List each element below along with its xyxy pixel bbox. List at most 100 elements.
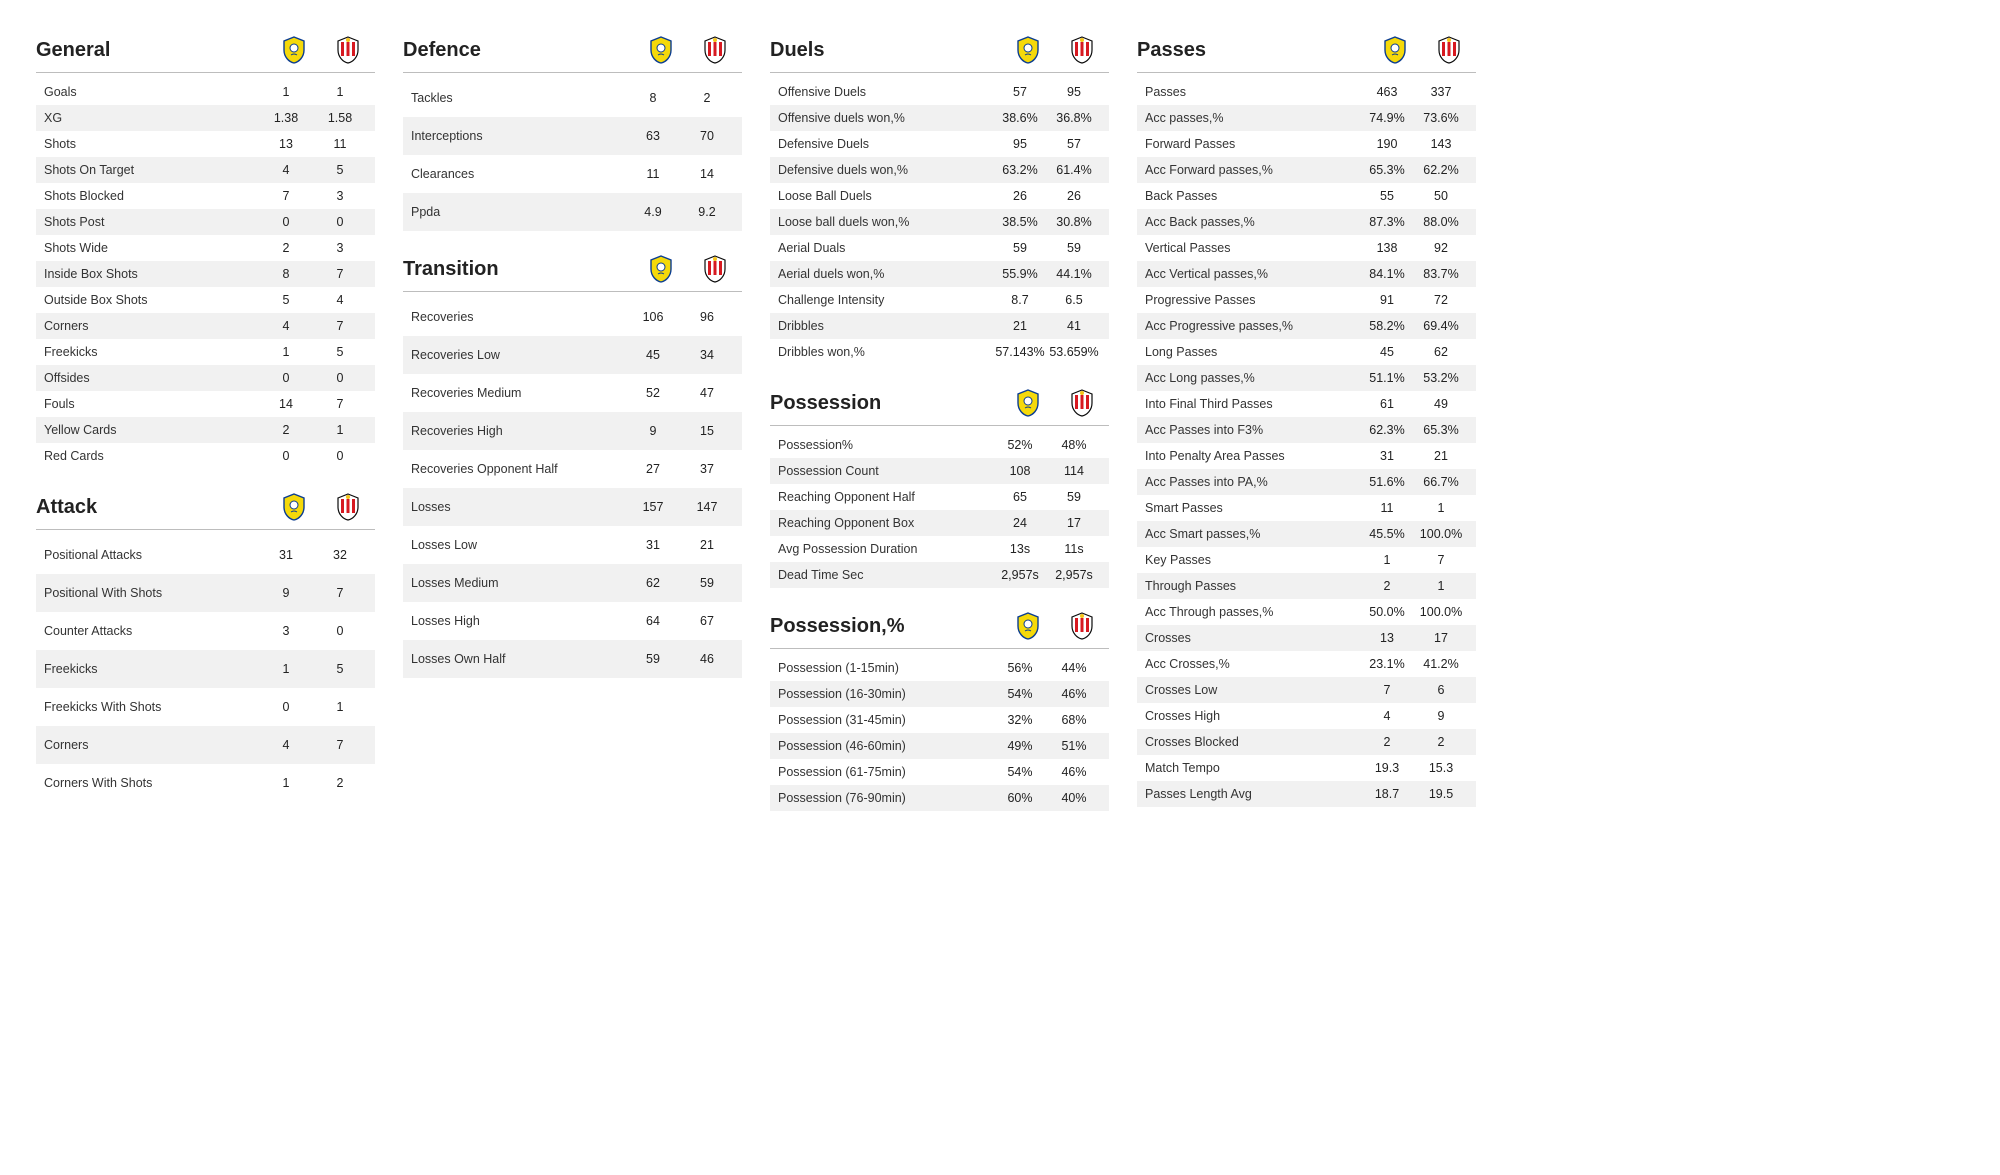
stat-label: Loose ball duels won,% — [778, 215, 993, 229]
stat-home-value: 190 — [1360, 137, 1414, 151]
stat-home-value: 138 — [1360, 241, 1414, 255]
stat-row: Crosses High 4 9 — [1137, 703, 1476, 729]
stat-away-value: 21 — [1414, 449, 1468, 463]
stat-label: Key Passes — [1145, 553, 1360, 567]
stat-label: Possession (1-15min) — [778, 661, 993, 675]
stat-away-value: 46% — [1047, 765, 1101, 779]
stat-home-value: 38.6% — [993, 111, 1047, 125]
away-crest-icon — [336, 493, 360, 521]
stat-home-value: 0 — [259, 700, 313, 714]
stat-home-value: 59 — [626, 652, 680, 666]
section-header: Possession — [770, 389, 1109, 426]
section-header: Possession,% — [770, 612, 1109, 649]
stat-label: Dribbles won,% — [778, 345, 993, 359]
section-title: Possession — [770, 392, 1001, 415]
stat-row: Dribbles 21 41 — [770, 313, 1109, 339]
stat-home-value: 4 — [259, 738, 313, 752]
stat-away-value: 6 — [1414, 683, 1468, 697]
away-crest-icon-wrap — [1422, 36, 1476, 64]
stat-away-value: 11s — [1047, 542, 1101, 556]
stat-row: Smart Passes 11 1 — [1137, 495, 1476, 521]
stat-home-value: 1.38 — [259, 111, 313, 125]
stat-away-value: 2 — [313, 776, 367, 790]
home-crest-icon-wrap — [267, 493, 321, 521]
stat-away-value: 17 — [1047, 516, 1101, 530]
stat-away-value: 73.6% — [1414, 111, 1468, 125]
stat-row: Dribbles won,% 57.143% 53.659% — [770, 339, 1109, 365]
stat-label: Yellow Cards — [44, 423, 259, 437]
stat-label: Shots — [44, 137, 259, 151]
stat-label: Vertical Passes — [1145, 241, 1360, 255]
stat-away-value: 1 — [313, 85, 367, 99]
stat-away-value: 57 — [1047, 137, 1101, 151]
stat-away-value: 32 — [313, 548, 367, 562]
stat-label: Inside Box Shots — [44, 267, 259, 281]
stat-label: Crosses Low — [1145, 683, 1360, 697]
stat-label: Recoveries Low — [411, 348, 626, 362]
stat-away-value: 83.7% — [1414, 267, 1468, 281]
stat-label: Recoveries — [411, 310, 626, 324]
home-crest-icon-wrap — [634, 36, 688, 64]
stat-home-value: 52 — [626, 386, 680, 400]
stat-home-value: 4 — [259, 319, 313, 333]
stat-home-value: 63 — [626, 129, 680, 143]
away-crest-icon — [1437, 36, 1461, 64]
stat-label: Possession (76-90min) — [778, 791, 993, 805]
stat-away-value: 2 — [1414, 735, 1468, 749]
stat-label: Freekicks With Shots — [44, 700, 259, 714]
stat-away-value: 2 — [680, 91, 734, 105]
stat-label: Progressive Passes — [1145, 293, 1360, 307]
stat-label: Losses — [411, 500, 626, 514]
stat-home-value: 4 — [259, 163, 313, 177]
home-crest-icon — [1016, 36, 1040, 64]
stat-row: Key Passes 1 7 — [1137, 547, 1476, 573]
stat-label: Possession Count — [778, 464, 993, 478]
stat-label: Back Passes — [1145, 189, 1360, 203]
stat-away-value: 19.5 — [1414, 787, 1468, 801]
section-transition: Transition Recoveries 106 96 Recoveries … — [403, 255, 742, 678]
stat-home-value: 9 — [259, 586, 313, 600]
stat-away-value: 34 — [680, 348, 734, 362]
home-crest-icon — [1016, 612, 1040, 640]
stat-away-value: 7 — [313, 586, 367, 600]
stat-away-value: 1 — [1414, 579, 1468, 593]
stat-label: Possession (16-30min) — [778, 687, 993, 701]
stat-row: Fouls 14 7 — [36, 391, 375, 417]
stat-row: Acc Passes into F3% 62.3% 65.3% — [1137, 417, 1476, 443]
stat-away-value: 100.0% — [1414, 527, 1468, 541]
stat-home-value: 3 — [259, 624, 313, 638]
stat-label: Acc Forward passes,% — [1145, 163, 1360, 177]
stat-label: Avg Possession Duration — [778, 542, 993, 556]
stat-away-value: 72 — [1414, 293, 1468, 307]
stat-home-value: 31 — [626, 538, 680, 552]
stat-away-value: 0 — [313, 449, 367, 463]
stat-away-value: 21 — [680, 538, 734, 552]
stat-away-value: 0 — [313, 624, 367, 638]
stat-away-value: 49 — [1414, 397, 1468, 411]
stat-home-value: 50.0% — [1360, 605, 1414, 619]
stat-home-value: 2 — [259, 423, 313, 437]
stat-label: Ppda — [411, 205, 626, 219]
stat-row: Possession (46-60min) 49% 51% — [770, 733, 1109, 759]
stat-label: Offensive Duels — [778, 85, 993, 99]
stat-away-value: 5 — [313, 163, 367, 177]
stat-home-value: 8.7 — [993, 293, 1047, 307]
stat-row: Goals 1 1 — [36, 79, 375, 105]
stat-home-value: 2 — [1360, 735, 1414, 749]
stat-row: Offensive Duels 57 95 — [770, 79, 1109, 105]
stat-row: Possession (16-30min) 54% 46% — [770, 681, 1109, 707]
stat-home-value: 463 — [1360, 85, 1414, 99]
stat-row: Corners 4 7 — [36, 313, 375, 339]
column: Passes Passes 463 337 Acc passes,% 74.9%… — [1137, 36, 1476, 811]
home-crest-icon — [649, 255, 673, 283]
stat-row: Shots Blocked 7 3 — [36, 183, 375, 209]
stat-away-value: 3 — [313, 241, 367, 255]
stat-label: Corners With Shots — [44, 776, 259, 790]
stat-away-value: 59 — [1047, 241, 1101, 255]
stat-away-value: 40% — [1047, 791, 1101, 805]
stat-home-value: 61 — [1360, 397, 1414, 411]
section-title: Attack — [36, 496, 267, 519]
stat-away-value: 100.0% — [1414, 605, 1468, 619]
stat-away-value: 114 — [1047, 464, 1101, 478]
stat-home-value: 157 — [626, 500, 680, 514]
